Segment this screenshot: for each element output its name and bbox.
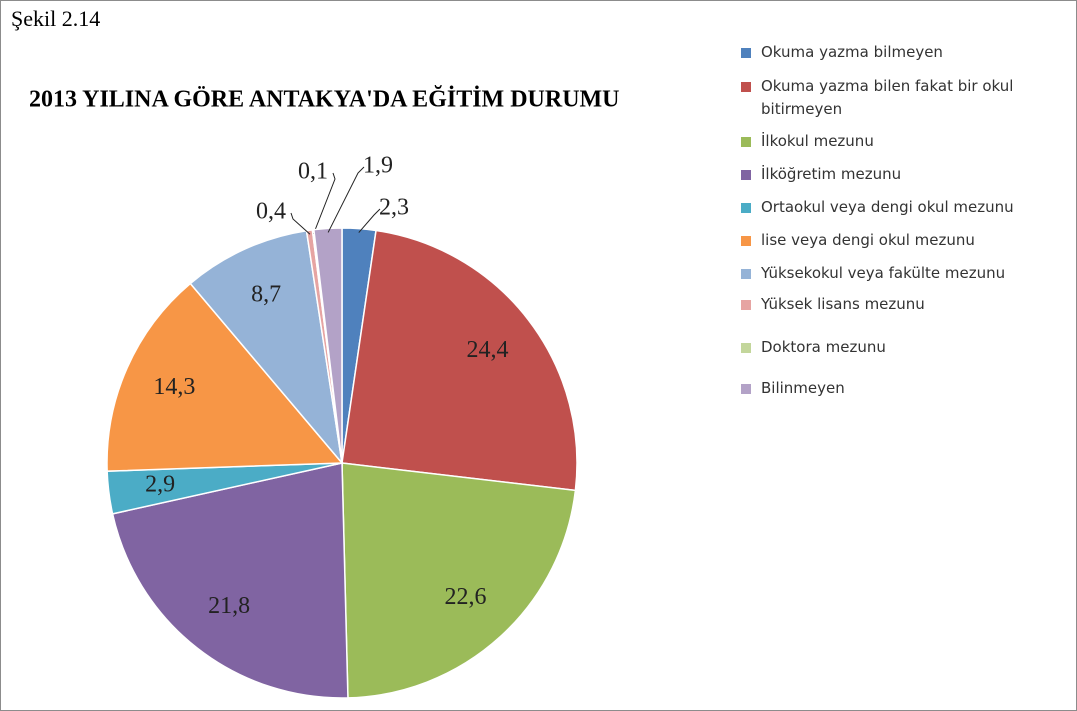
pie-slice bbox=[341, 462, 577, 699]
data-label: 8,7 bbox=[251, 282, 281, 308]
legend-swatch bbox=[741, 269, 751, 279]
pie-slice bbox=[341, 229, 578, 492]
data-label: 14,3 bbox=[153, 374, 195, 400]
legend-swatch bbox=[741, 82, 751, 92]
legend-label: lise veya dengi okul mezunu bbox=[761, 231, 975, 249]
legend-label: Yüksek lisans mezunu bbox=[761, 295, 925, 313]
legend-swatch bbox=[741, 170, 751, 180]
leader-line bbox=[327, 166, 365, 233]
leader-line bbox=[313, 172, 336, 234]
legend-label: İlkokul mezunu bbox=[761, 132, 874, 150]
legend-item: lise veya dengi okul mezunu bbox=[741, 229, 1051, 252]
legend-item: Ortaokul veya dengi okul mezunu bbox=[741, 196, 1051, 219]
legend-swatch bbox=[741, 137, 751, 147]
data-label: 24,4 bbox=[466, 337, 508, 363]
chart-title: 2013 YILINA GÖRE ANTAKYA'DA EĞİTİM DURUM… bbox=[29, 86, 620, 113]
data-label: 2,3 bbox=[379, 195, 409, 221]
legend-item: İlkokul mezunu bbox=[741, 130, 1051, 153]
legend-label: Okuma yazma bilen fakat bir okul bitirme… bbox=[761, 77, 1014, 118]
data-label: 22,6 bbox=[445, 584, 487, 610]
legend-label: Okuma yazma bilmeyen bbox=[761, 43, 943, 61]
pie-slice bbox=[106, 282, 344, 472]
legend-swatch bbox=[741, 48, 751, 58]
legend-swatch bbox=[741, 384, 751, 394]
legend: Okuma yazma bilmeyen Okuma yazma bilen fa… bbox=[741, 41, 1051, 400]
legend-label: Doktora mezunu bbox=[761, 338, 886, 356]
leader-line bbox=[290, 212, 311, 235]
pie-slice bbox=[313, 227, 343, 464]
legend-label: İlköğretim mezunu bbox=[761, 165, 902, 183]
data-label: 0,4 bbox=[256, 199, 286, 225]
legend-item: Okuma yazma bilmeyen bbox=[741, 41, 1051, 64]
legend-item: Yüksekokul veya fakülte mezunu bbox=[741, 262, 1051, 285]
legend-swatch bbox=[741, 236, 751, 246]
legend-item: İlköğretim mezunu bbox=[741, 163, 1051, 186]
legend-swatch bbox=[741, 300, 751, 310]
legend-label: Yüksekokul veya fakülte mezunu bbox=[761, 264, 1006, 282]
legend-swatch bbox=[741, 343, 751, 353]
legend-item: Doktora mezunu bbox=[741, 336, 1051, 359]
legend-item: Yüksek lisans mezunu bbox=[741, 293, 1051, 316]
legend-item: Bilinmeyen bbox=[741, 377, 1051, 400]
leader-line bbox=[358, 208, 381, 233]
pie-slice bbox=[189, 229, 344, 466]
legend-item: Okuma yazma bilen fakat bir okul bitirme… bbox=[741, 75, 1051, 121]
data-label: 2,9 bbox=[145, 472, 175, 498]
legend-label: Bilinmeyen bbox=[761, 379, 845, 397]
legend-label: Ortaokul veya dengi okul mezunu bbox=[761, 198, 1014, 216]
data-label: 21,8 bbox=[208, 593, 250, 619]
data-label: 0,1 bbox=[298, 159, 328, 185]
pie-slice bbox=[111, 462, 349, 699]
data-label: 1,9 bbox=[363, 153, 393, 179]
caption: Şekil 2.14 bbox=[11, 6, 100, 31]
legend-swatch bbox=[741, 203, 751, 213]
